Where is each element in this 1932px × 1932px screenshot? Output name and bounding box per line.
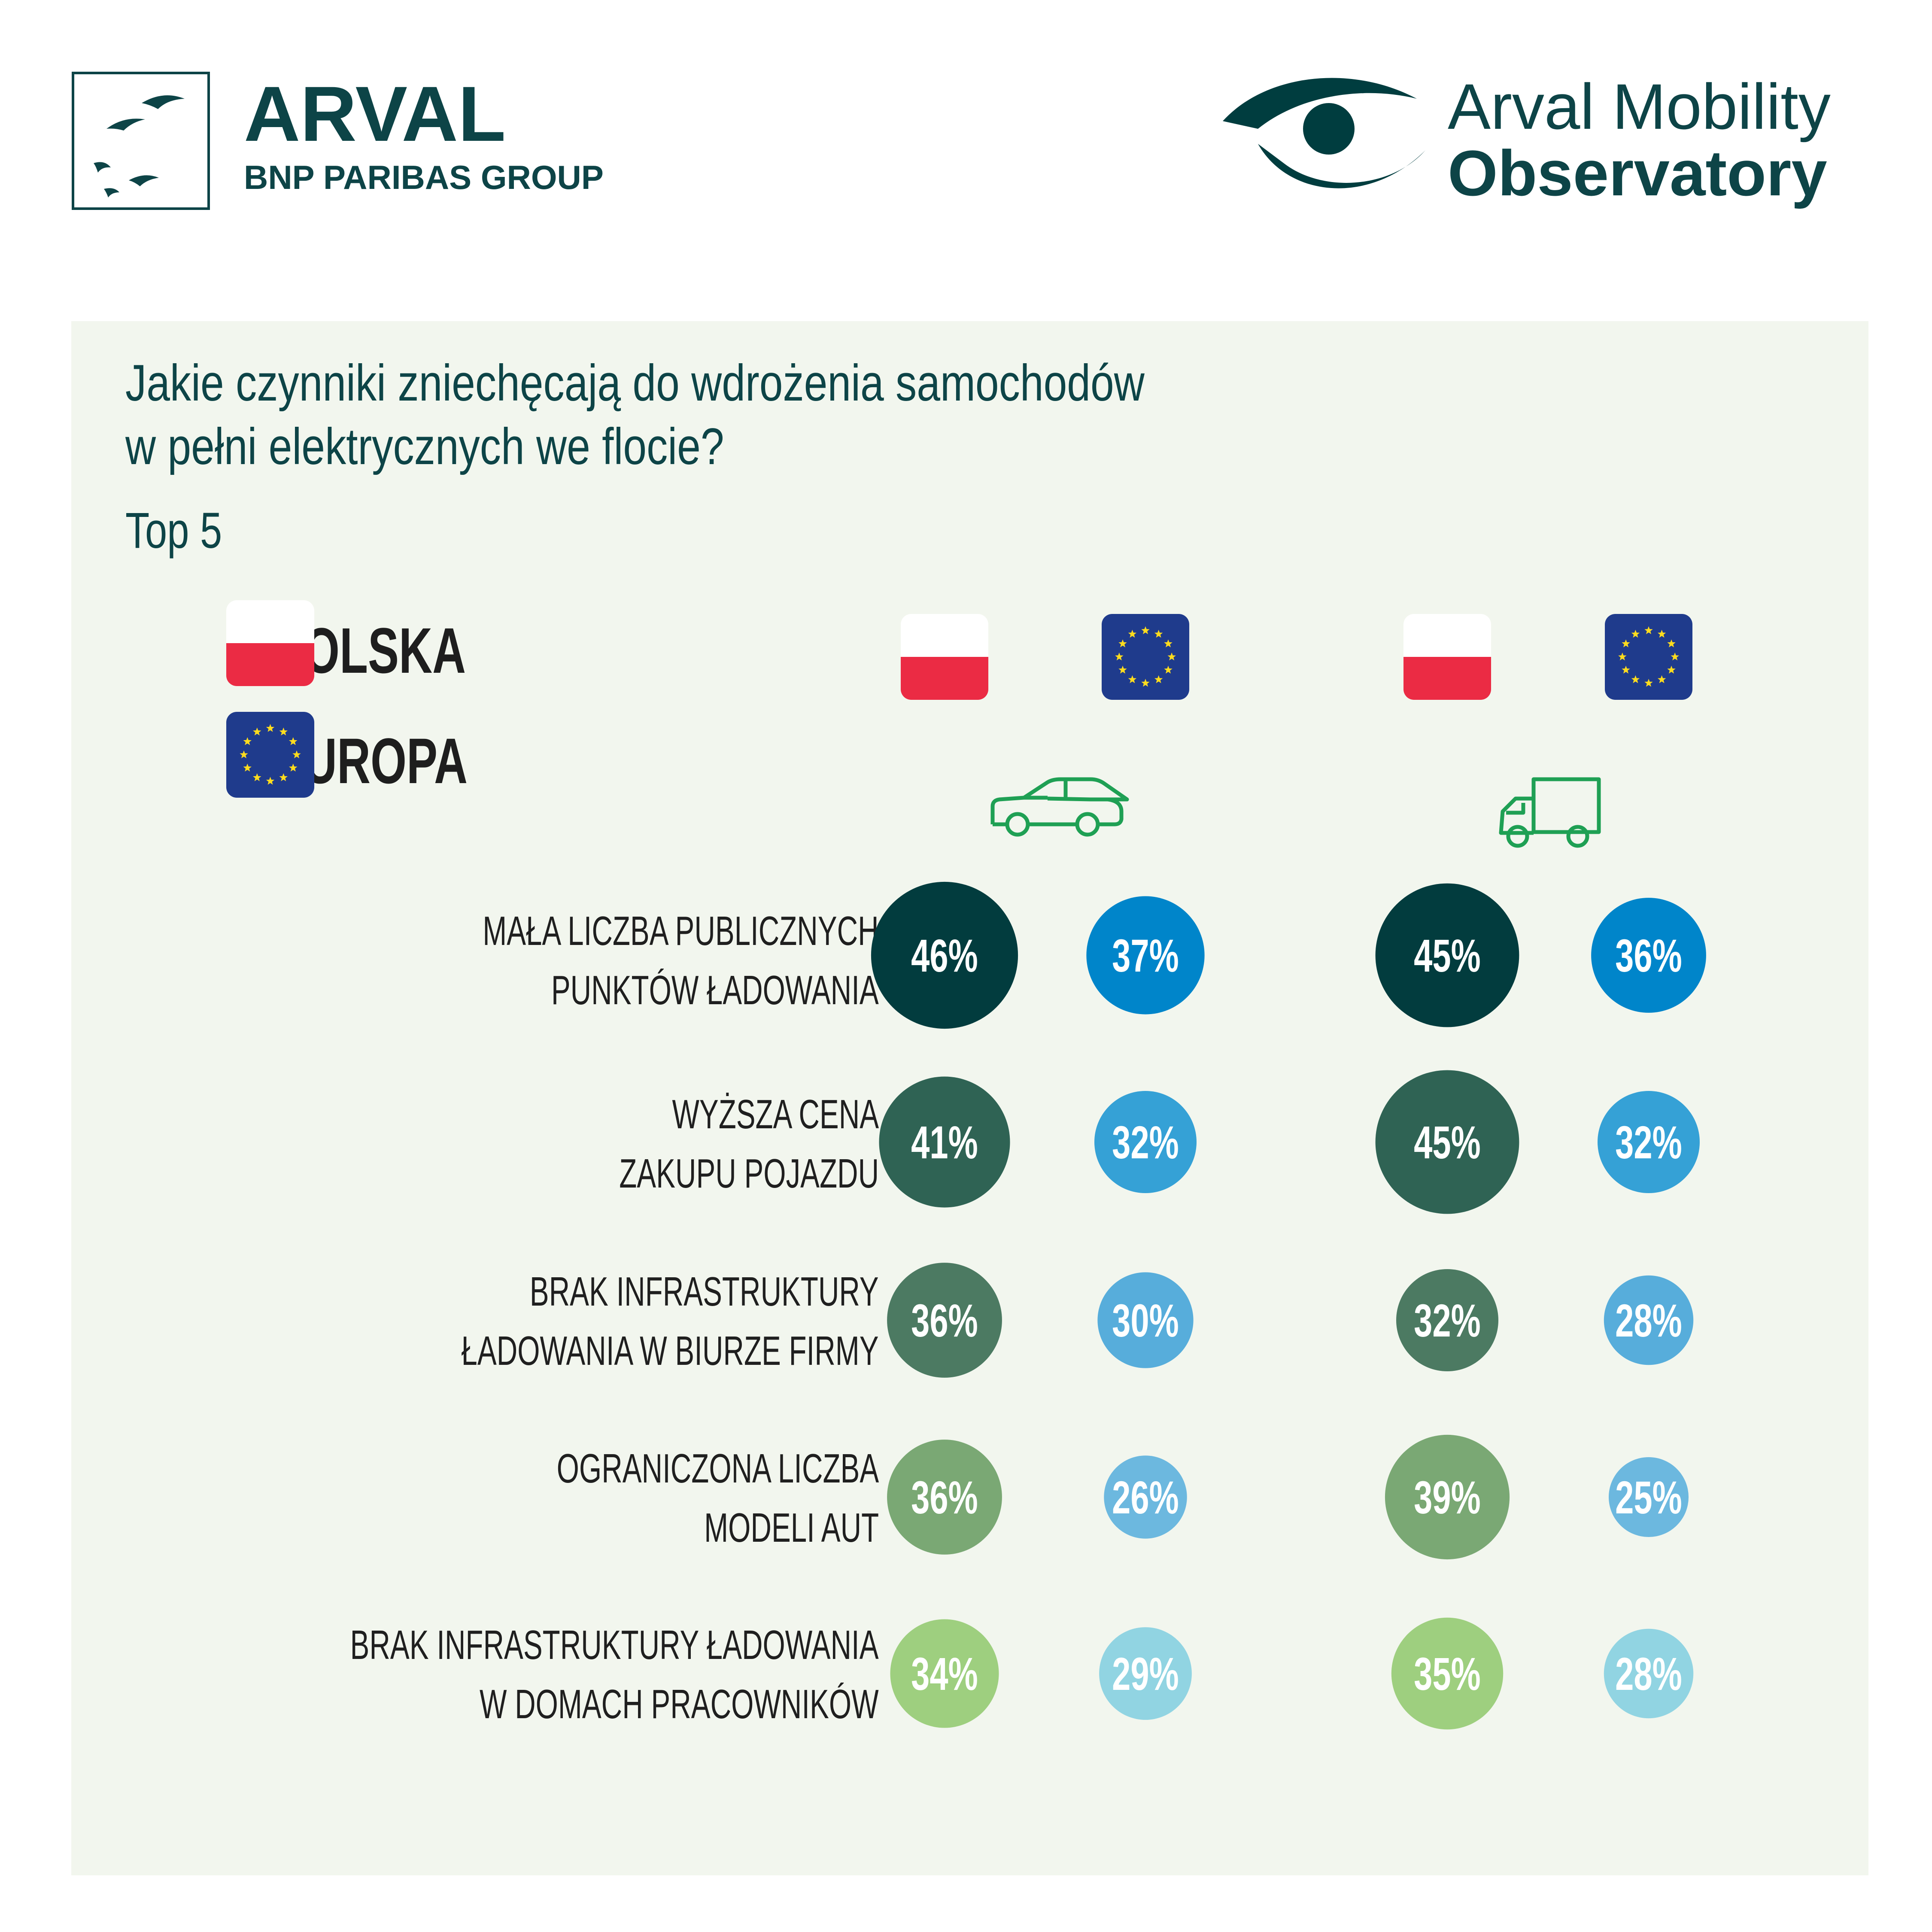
chart-title: Jakie czynniki zniechęcają do wdrożenia … bbox=[125, 351, 1182, 478]
value-bubble bbox=[1609, 1457, 1689, 1537]
value-bubble bbox=[1094, 1091, 1197, 1193]
value-label: 32% bbox=[1112, 1116, 1179, 1168]
value-bubble bbox=[1396, 1269, 1498, 1371]
row-label: BRAK INFRASTRUKTURY ŁADOWANIA W BIURZE F… bbox=[462, 1262, 879, 1381]
row-label-line: BRAK INFRASTRUKTURY bbox=[530, 1269, 879, 1315]
value-label: 28% bbox=[1615, 1294, 1682, 1346]
eu-flag-icon bbox=[1605, 614, 1692, 700]
value-label: 36% bbox=[1615, 930, 1682, 981]
row-label-line: BRAK INFRASTRUKTURY ŁADOWANIA bbox=[350, 1622, 879, 1668]
value-bubble bbox=[871, 881, 1018, 1029]
value-label: 36% bbox=[911, 1294, 978, 1346]
value-label: 41% bbox=[911, 1116, 978, 1168]
chart-title-line: w pełni elektrycznych we flocie? bbox=[125, 418, 724, 475]
value-bubble bbox=[887, 1263, 1002, 1378]
value-bubble bbox=[1391, 1617, 1504, 1730]
value-bubble bbox=[1086, 896, 1205, 1015]
value-label: 46% bbox=[911, 930, 978, 981]
value-label: 45% bbox=[1414, 930, 1481, 981]
row-label-line: MAŁA LICZBA PUBLICZNYCH bbox=[483, 908, 879, 954]
chart-subtitle: Top 5 bbox=[125, 502, 222, 559]
poland-flag-icon bbox=[226, 600, 314, 686]
value-label: 28% bbox=[1615, 1648, 1682, 1700]
value-label: 32% bbox=[1414, 1294, 1481, 1346]
row-label-line: OGRANICZONA LICZBA bbox=[556, 1446, 879, 1492]
van-icon bbox=[1499, 777, 1601, 848]
value-label: 26% bbox=[1112, 1471, 1179, 1523]
row-label: WYŻSZA CENA ZAKUPU POJAZDU bbox=[619, 1085, 879, 1203]
poland-flag-icon bbox=[1403, 614, 1491, 700]
poland-flag-icon bbox=[901, 614, 988, 700]
value-bubble bbox=[1591, 898, 1706, 1013]
value-bubble bbox=[879, 1076, 1010, 1208]
chart-title-line: Jakie czynniki zniechęcają do wdrożenia … bbox=[125, 354, 1145, 412]
value-label: 29% bbox=[1112, 1648, 1179, 1700]
value-label: 32% bbox=[1615, 1116, 1682, 1168]
value-label: 30% bbox=[1112, 1294, 1179, 1346]
row-label: MAŁA LICZBA PUBLICZNYCH PUNKTÓW ŁADOWANI… bbox=[483, 902, 879, 1020]
value-bubble bbox=[1375, 1070, 1519, 1214]
value-label: 25% bbox=[1615, 1471, 1682, 1523]
arval-wordmark: ARVAL bbox=[244, 70, 506, 158]
row-label: OGRANICZONA LICZBA MODELI AUT bbox=[556, 1439, 879, 1558]
value-bubble bbox=[1097, 1272, 1194, 1368]
value-label: 34% bbox=[911, 1648, 978, 1700]
row-label-line: ŁADOWANIA W BIURZE FIRMY bbox=[462, 1328, 879, 1374]
observatory-logo: Arval Mobility Observatory bbox=[1223, 70, 1831, 209]
eu-flag-icon bbox=[226, 712, 314, 798]
value-bubble bbox=[1604, 1628, 1694, 1719]
value-label: 45% bbox=[1414, 1116, 1481, 1168]
bird-icon bbox=[94, 95, 185, 197]
arval-group-name: BNP PARIBAS GROUP bbox=[244, 158, 604, 196]
value-bubble bbox=[890, 1619, 999, 1728]
header-logos: ARVAL BNP PARIBAS GROUP Arval Mobility O… bbox=[72, 70, 1831, 210]
value-bubble bbox=[1604, 1275, 1694, 1365]
row-label-line: ZAKUPU POJAZDU bbox=[619, 1151, 879, 1197]
value-label: 36% bbox=[911, 1471, 978, 1523]
value-bubble bbox=[1598, 1091, 1700, 1193]
observatory-line1: Arval Mobility bbox=[1448, 70, 1831, 143]
row-label-line: W DOMACH PRACOWNIKÓW bbox=[480, 1681, 879, 1727]
row-label-line: WYŻSZA CENA bbox=[672, 1091, 879, 1137]
observatory-line2: Observatory bbox=[1448, 137, 1827, 209]
arval-logo-frame bbox=[72, 72, 210, 210]
value-bubble bbox=[1375, 883, 1519, 1027]
value-label: 37% bbox=[1112, 930, 1179, 981]
eye-icon bbox=[1223, 78, 1425, 188]
value-bubble bbox=[887, 1440, 1002, 1555]
value-label: 35% bbox=[1414, 1648, 1481, 1700]
row-label: BRAK INFRASTRUKTURY ŁADOWANIA W DOMACH P… bbox=[350, 1616, 879, 1734]
value-label: 39% bbox=[1414, 1471, 1481, 1523]
car-icon bbox=[990, 777, 1129, 837]
value-bubble bbox=[1385, 1434, 1510, 1560]
arval-logo: ARVAL BNP PARIBAS GROUP bbox=[72, 70, 604, 210]
eu-flag-icon bbox=[1102, 614, 1189, 700]
value-bubble bbox=[1104, 1455, 1187, 1539]
row-label-line: PUNKTÓW ŁADOWANIA bbox=[551, 967, 879, 1013]
row-label-line: MODELI AUT bbox=[704, 1505, 879, 1551]
value-bubble bbox=[1099, 1627, 1192, 1720]
